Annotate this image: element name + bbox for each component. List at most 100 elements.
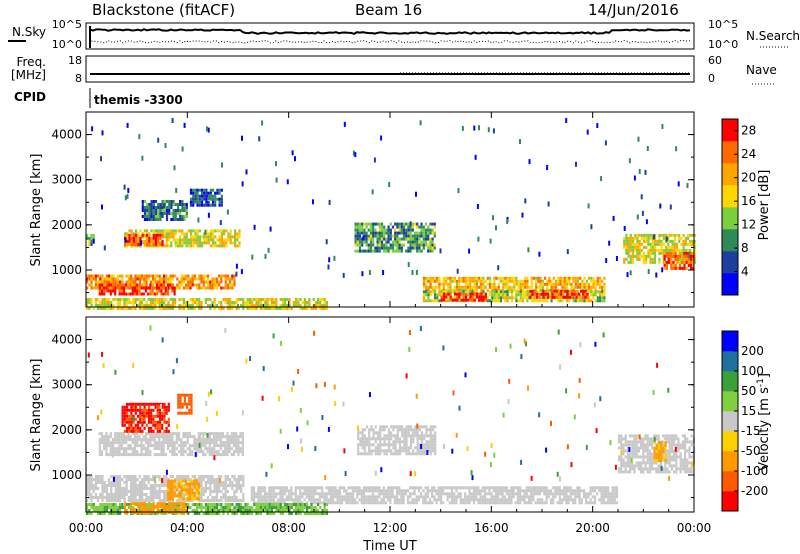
scatter-cell (365, 240, 368, 244)
scatter-cell (682, 239, 685, 243)
scatter-cell (407, 240, 410, 244)
scatter-cell (150, 212, 153, 215)
scatter-cell (301, 501, 304, 505)
scatter-cell (125, 438, 128, 442)
scatter-cell (492, 498, 495, 502)
scatter-cell (149, 493, 152, 496)
scatter-cell (168, 229, 171, 233)
scatter-cell (308, 298, 311, 301)
scatter-cell (314, 498, 317, 502)
scatter-cell (629, 470, 632, 474)
scatter-cell (642, 257, 646, 261)
scatter-cell (572, 299, 575, 303)
scatter-cell (143, 277, 146, 281)
scatter-cell (407, 446, 410, 450)
scatter-cell (228, 441, 231, 445)
scatter-cell (233, 280, 236, 284)
scatter-cell (448, 492, 451, 496)
scatter-cell (662, 248, 665, 252)
scatter-cell (497, 282, 500, 286)
scatter-cell (429, 443, 432, 447)
scatter-cell (163, 493, 166, 496)
scatter-cell (493, 279, 496, 283)
scatter-cell (365, 237, 368, 241)
scatter-cell (160, 435, 163, 439)
scatter-cell (109, 453, 112, 457)
scatter-cell (218, 487, 221, 490)
scatter-cell (486, 276, 489, 280)
scatter-cell (215, 280, 218, 284)
scatter-cell (644, 449, 647, 453)
scatter-cell (453, 292, 457, 296)
scatter-cell (154, 301, 157, 304)
scatter-cell (380, 228, 384, 232)
scatter-cell (262, 307, 265, 310)
scatter-cell (142, 292, 145, 296)
scatter-cell (393, 495, 396, 499)
scatter-cell (138, 307, 141, 310)
scatter-cell (633, 175, 636, 181)
scatter-cell (638, 254, 641, 258)
scatter-cell (112, 307, 115, 310)
scatter-cell (119, 475, 122, 478)
scatter-cell (417, 486, 421, 490)
scatter-cell (499, 290, 503, 294)
scatter-cell (127, 187, 130, 193)
scatter-cell (433, 293, 437, 297)
scatter-cell (88, 239, 91, 243)
scatter-cell (321, 495, 324, 499)
scatter-cell (402, 495, 405, 499)
scatter-cell (189, 283, 192, 287)
scatter-cell (118, 435, 121, 439)
scatter-cell (112, 496, 115, 499)
scatter-cell (420, 492, 423, 496)
scatter-cell (228, 450, 231, 454)
scatter-cell (592, 285, 595, 289)
scatter-cell (222, 493, 225, 496)
scatter-cell (292, 304, 295, 307)
scatter-cell (237, 435, 240, 439)
scatter-cell (672, 263, 675, 267)
scatter-cell (690, 257, 693, 261)
scatter-cell (294, 156, 296, 162)
scatter-cell (109, 432, 112, 436)
scatter-cell (356, 237, 359, 241)
scatter-cell (363, 231, 366, 235)
scatter-cell (354, 231, 357, 235)
scatter-cell (663, 266, 666, 270)
scatter-cell (187, 283, 190, 287)
scatter-cell (108, 499, 111, 502)
scatter-cell (484, 279, 487, 283)
scatter-cell (624, 461, 627, 465)
scatter-cell (242, 301, 245, 304)
scatter-cell (437, 492, 440, 496)
scatter-cell (678, 260, 681, 264)
scatter-cell (134, 274, 137, 278)
scatter-cell (154, 200, 158, 203)
scatter-cell (554, 282, 558, 286)
scatter-cell (222, 481, 225, 484)
scatter-cell (152, 490, 155, 493)
scatter-cell (622, 449, 625, 453)
scatter-cell (431, 228, 434, 232)
scatter-cell (101, 280, 104, 284)
scatter-cell (122, 432, 126, 436)
scatter-cell (472, 495, 476, 499)
scatter-cell (160, 444, 163, 448)
scatter-cell (423, 443, 426, 447)
scatter-cell (224, 478, 227, 481)
scatter-cell (109, 292, 112, 296)
scatter-cell (464, 298, 468, 302)
scatter-cell (162, 441, 165, 445)
scatter-cell (261, 498, 264, 502)
scatter-cell (143, 493, 146, 496)
scatter-cell (636, 245, 639, 249)
scatter-cell (620, 440, 623, 444)
scatter-cell (434, 452, 437, 456)
scatter-cell (459, 495, 462, 499)
scatter-cell (301, 301, 304, 304)
scatter-cell (387, 492, 390, 496)
scatter-cell (475, 492, 478, 496)
scatter-cell (431, 246, 434, 250)
scatter-cell (658, 248, 661, 252)
